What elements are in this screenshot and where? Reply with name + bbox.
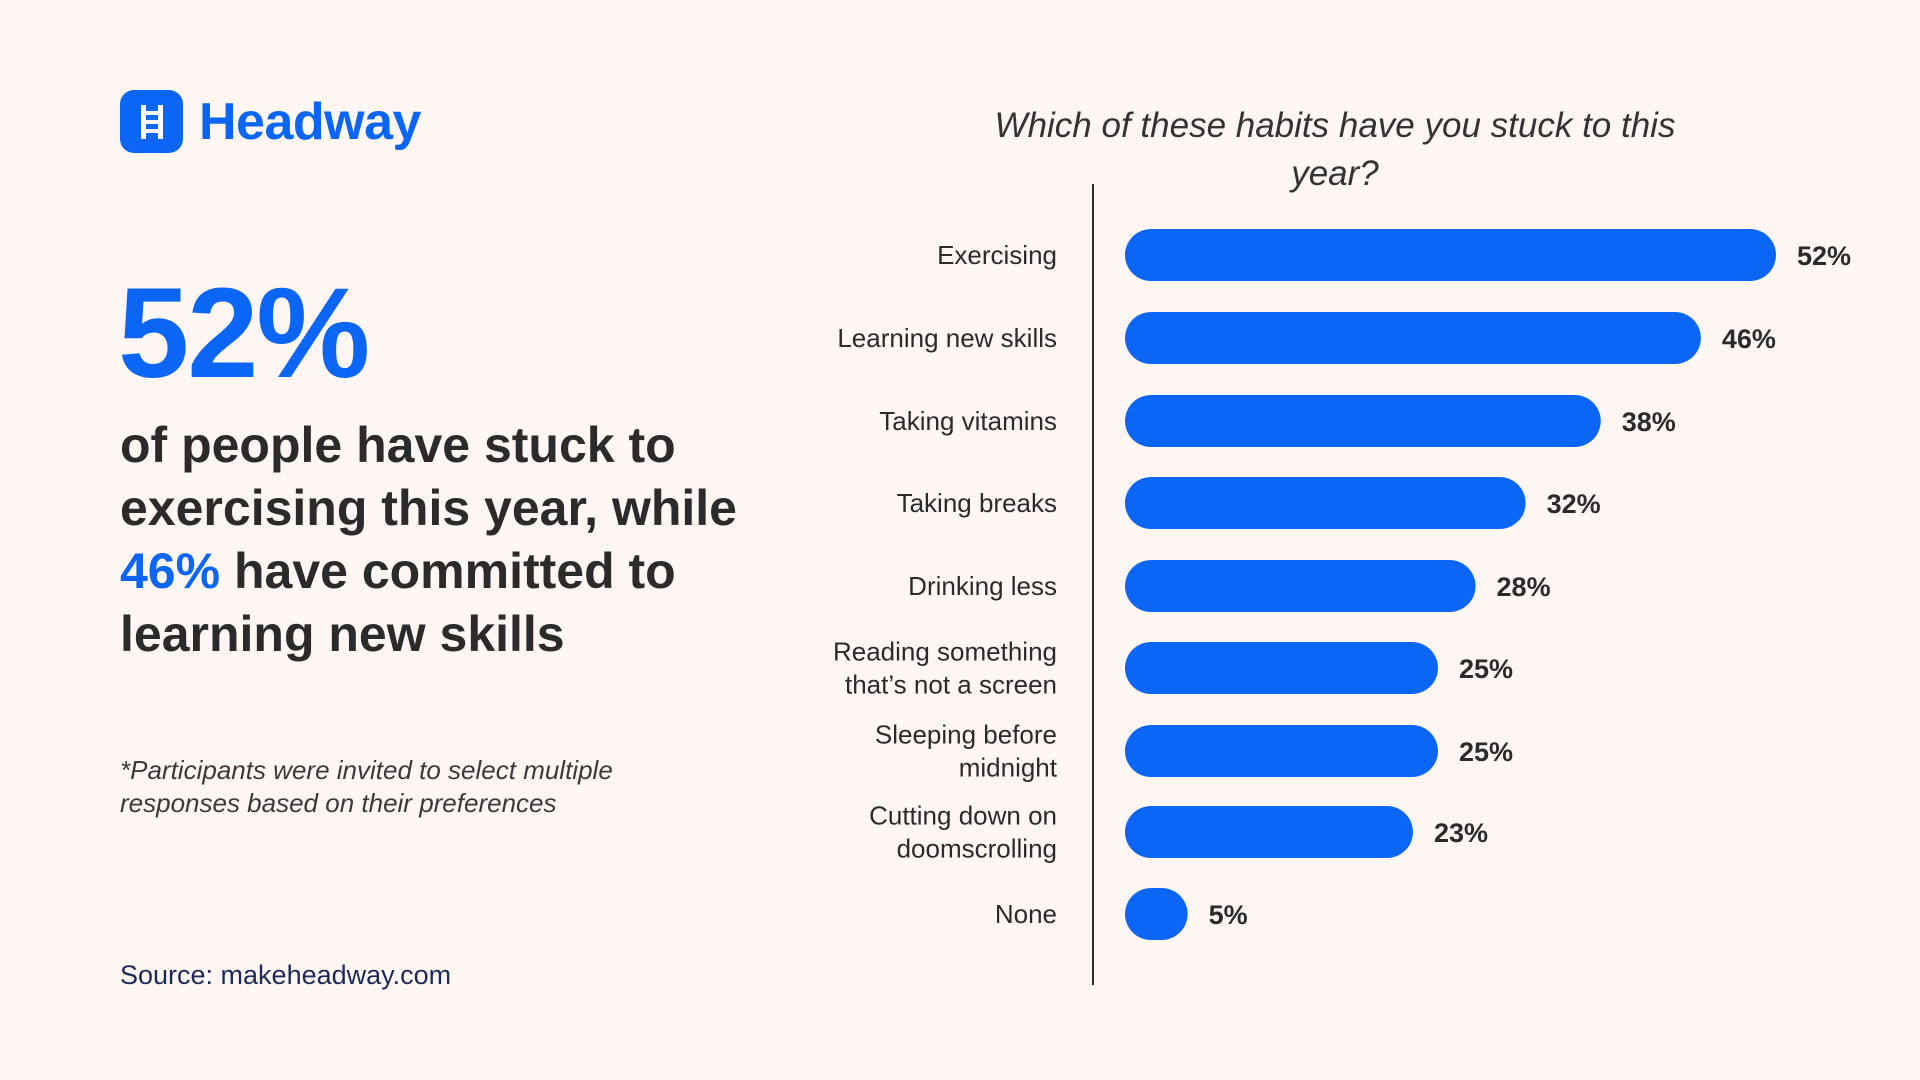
category-label-line: midnight xyxy=(959,753,1058,783)
bar xyxy=(1125,395,1601,447)
value-label: 52% xyxy=(1797,241,1851,271)
category-label: Sleeping before midnight xyxy=(875,720,1058,783)
category-label-line: Exercising xyxy=(937,240,1057,270)
category-label: Taking vitamins xyxy=(879,406,1057,436)
category-label-line: None xyxy=(995,899,1057,929)
category-label-line: Taking vitamins xyxy=(879,406,1057,436)
source-credit: Source: makeheadway.com xyxy=(120,960,452,990)
category-label-line: Sleeping before xyxy=(875,720,1057,750)
bar xyxy=(1125,725,1438,777)
category-label: Exercising xyxy=(937,240,1057,270)
category-label-line: Drinking less xyxy=(908,571,1057,601)
ladder-icon xyxy=(120,90,183,153)
category-label: Drinking less xyxy=(908,571,1057,601)
bar xyxy=(1125,560,1476,612)
bar xyxy=(1125,312,1701,364)
category-label: None xyxy=(995,899,1057,929)
headline-part-b: have committed to learning new skills xyxy=(120,543,676,662)
headline-stat: 52% xyxy=(118,262,370,405)
chart-title: Which of these habits have you stuck to … xyxy=(994,106,1676,193)
category-label-line: Taking breaks xyxy=(897,488,1057,518)
headline-part-a: of people have stuck to exercising this … xyxy=(120,417,737,536)
category-label: Learning new skills xyxy=(837,323,1057,353)
bar xyxy=(1125,888,1188,940)
value-label: 32% xyxy=(1547,489,1601,519)
headline-text: of people have stuck to exercising this … xyxy=(120,414,740,666)
value-label: 28% xyxy=(1497,572,1551,602)
brand-logo: Headway xyxy=(120,90,421,153)
value-label: 25% xyxy=(1459,654,1513,684)
bar xyxy=(1125,229,1776,281)
category-label-line: Learning new skills xyxy=(837,323,1057,353)
bar xyxy=(1125,642,1438,694)
category-label-line: Reading something xyxy=(833,637,1057,667)
category-label: Taking breaks xyxy=(897,488,1057,518)
category-label: Cutting down on doomscrolling xyxy=(869,801,1057,864)
bar xyxy=(1125,477,1526,529)
bar xyxy=(1125,806,1413,858)
brand-name: Headway xyxy=(199,92,421,151)
category-label-line: doomscrolling xyxy=(897,834,1057,864)
category-label-line: that’s not a screen xyxy=(845,670,1057,700)
footnote: *Participants were invited to select mul… xyxy=(120,755,613,818)
value-label: 25% xyxy=(1459,737,1513,767)
category-label: Reading something that’s not a screen xyxy=(833,637,1057,700)
headline-highlight: 46% xyxy=(120,543,221,599)
category-label-line: Cutting down on xyxy=(869,801,1057,831)
value-label: 38% xyxy=(1622,407,1676,437)
value-label: 23% xyxy=(1434,818,1488,848)
value-label: 5% xyxy=(1209,900,1248,930)
value-label: 46% xyxy=(1722,324,1776,354)
